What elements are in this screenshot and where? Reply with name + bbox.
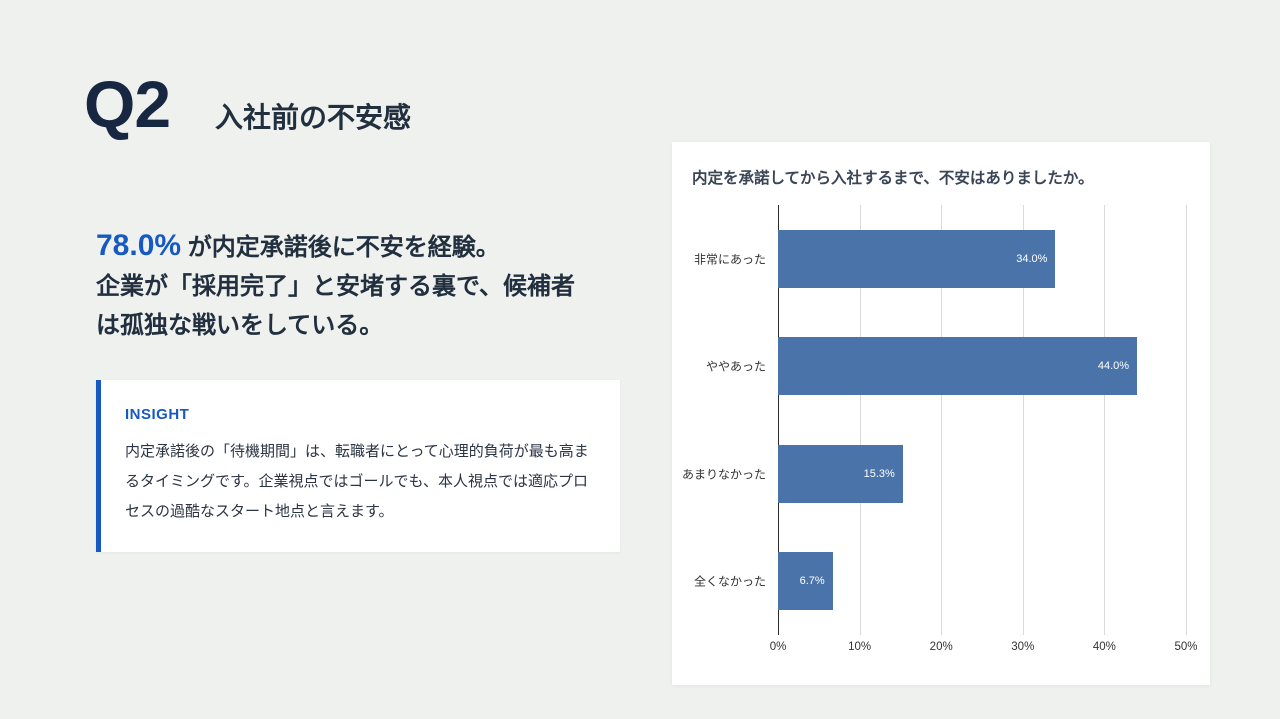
page-title: 入社前の不安感 [215, 102, 412, 133]
bar-chart: 0% 10% 20% 30% 40% 50% 非常にあった 34.0% ややあった 44.0% あま… [682, 205, 1198, 653]
x-axis-tick-label: 50% [1174, 641, 1198, 653]
chart-card: 内定を承諾してから入社するまで、不安はありましたか。 0% 10% 20% 30% 40… [672, 142, 1210, 685]
insight-card: INSIGHT 内定承諾後の「待機期間」は、転職者にとって心理的負荷が最も高まる… [96, 380, 620, 552]
bar-value-label: 44.0% [1097, 360, 1130, 373]
chart-title: 内定を承諾してから入社するまで、不安はありましたか。 [692, 170, 1094, 187]
question-number: Q2 [84, 67, 171, 141]
x-axis-tick-label: 30% [1011, 641, 1035, 653]
x-axis-tick-label: 20% [929, 641, 953, 653]
bar-row: あまりなかった 15.3% [682, 420, 1186, 528]
gridline [859, 205, 861, 635]
bar: 6.7% [778, 552, 833, 611]
bar: 34.0% [778, 229, 1056, 288]
category-label: 非常にあった [693, 252, 766, 267]
stat-line-2: 企業が「採用完了」と安堵する裏で、候補者 [96, 273, 576, 300]
stat-line-3: は孤独な戦いをしている。 [96, 312, 384, 339]
x-axis-tick-label: 10% [848, 641, 872, 653]
stat-highlight-percent: 78.0% [96, 229, 182, 262]
category-label: 全くなかった [693, 574, 766, 589]
bar-row: 全くなかった 6.7% [694, 528, 1186, 636]
x-axis-tick-label: 40% [1092, 641, 1116, 653]
bar: 15.3% [778, 444, 903, 503]
bar-value-label: 6.7% [799, 575, 825, 588]
gridline [1186, 205, 1187, 635]
bar-row: ややあった 44.0% [706, 313, 1186, 421]
gridline [941, 205, 943, 635]
bar: 44.0% [778, 337, 1138, 396]
bar-value-label: 34.0% [1016, 252, 1048, 265]
category-label: あまりなかった [681, 467, 766, 482]
category-label: ややあった [705, 359, 766, 374]
bar-row: 非常にあった 34.0% [694, 205, 1186, 313]
insight-label: INSIGHT [125, 406, 190, 423]
insight-body: 内定承諾後の「待機期間」は、転職者にとって心理的負荷が最も高まるタイミングです。… [125, 443, 589, 520]
y-axis-line [778, 205, 779, 635]
gridline [1022, 205, 1024, 635]
key-statistic: 78.0% が内定承諾後に不安を経験。 企業が「採用完了」と安堵する裏で、候補者… [96, 226, 626, 345]
gridline [1104, 205, 1106, 635]
stat-line-1-text: が内定承諾後に不安を経験。 [181, 234, 500, 261]
x-axis-tick-label: 0% [769, 641, 787, 653]
bar-value-label: 15.3% [863, 467, 895, 480]
stat-line-1: 78.0% が内定承諾後に不安を経験。 [96, 226, 626, 267]
